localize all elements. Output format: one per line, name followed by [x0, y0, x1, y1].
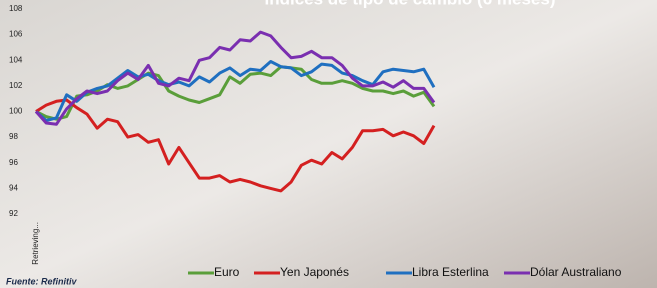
page: {"chart_data": {"type": "line", "title":… [0, 0, 657, 288]
legend-label: Libra Esterlina [412, 265, 489, 279]
y-tick-label: 108 [9, 4, 23, 13]
y-tick-label: 92 [9, 209, 18, 218]
y-tick-label: 98 [9, 132, 18, 141]
x-tick-label: Retrieving... [31, 222, 40, 265]
legend-label: Dólar Australiano [530, 265, 622, 279]
legend-label: Yen Japonés [280, 265, 349, 279]
y-tick-label: 100 [9, 107, 23, 116]
y-tick-label: 94 [9, 183, 18, 192]
chart-title: Índices de tipo de cambio (6 meses) [265, 0, 556, 8]
legend-label: Euro [214, 265, 240, 279]
background [0, 0, 657, 288]
y-tick-label: 96 [9, 158, 18, 167]
y-tick-label: 106 [9, 30, 23, 39]
y-tick-label: 102 [9, 81, 23, 90]
y-tick-label: 104 [9, 55, 23, 64]
source: Fuente: Refinitiv [6, 276, 77, 286]
chart: Índices de tipo de cambio (6 meses) Fuen… [0, 0, 657, 288]
